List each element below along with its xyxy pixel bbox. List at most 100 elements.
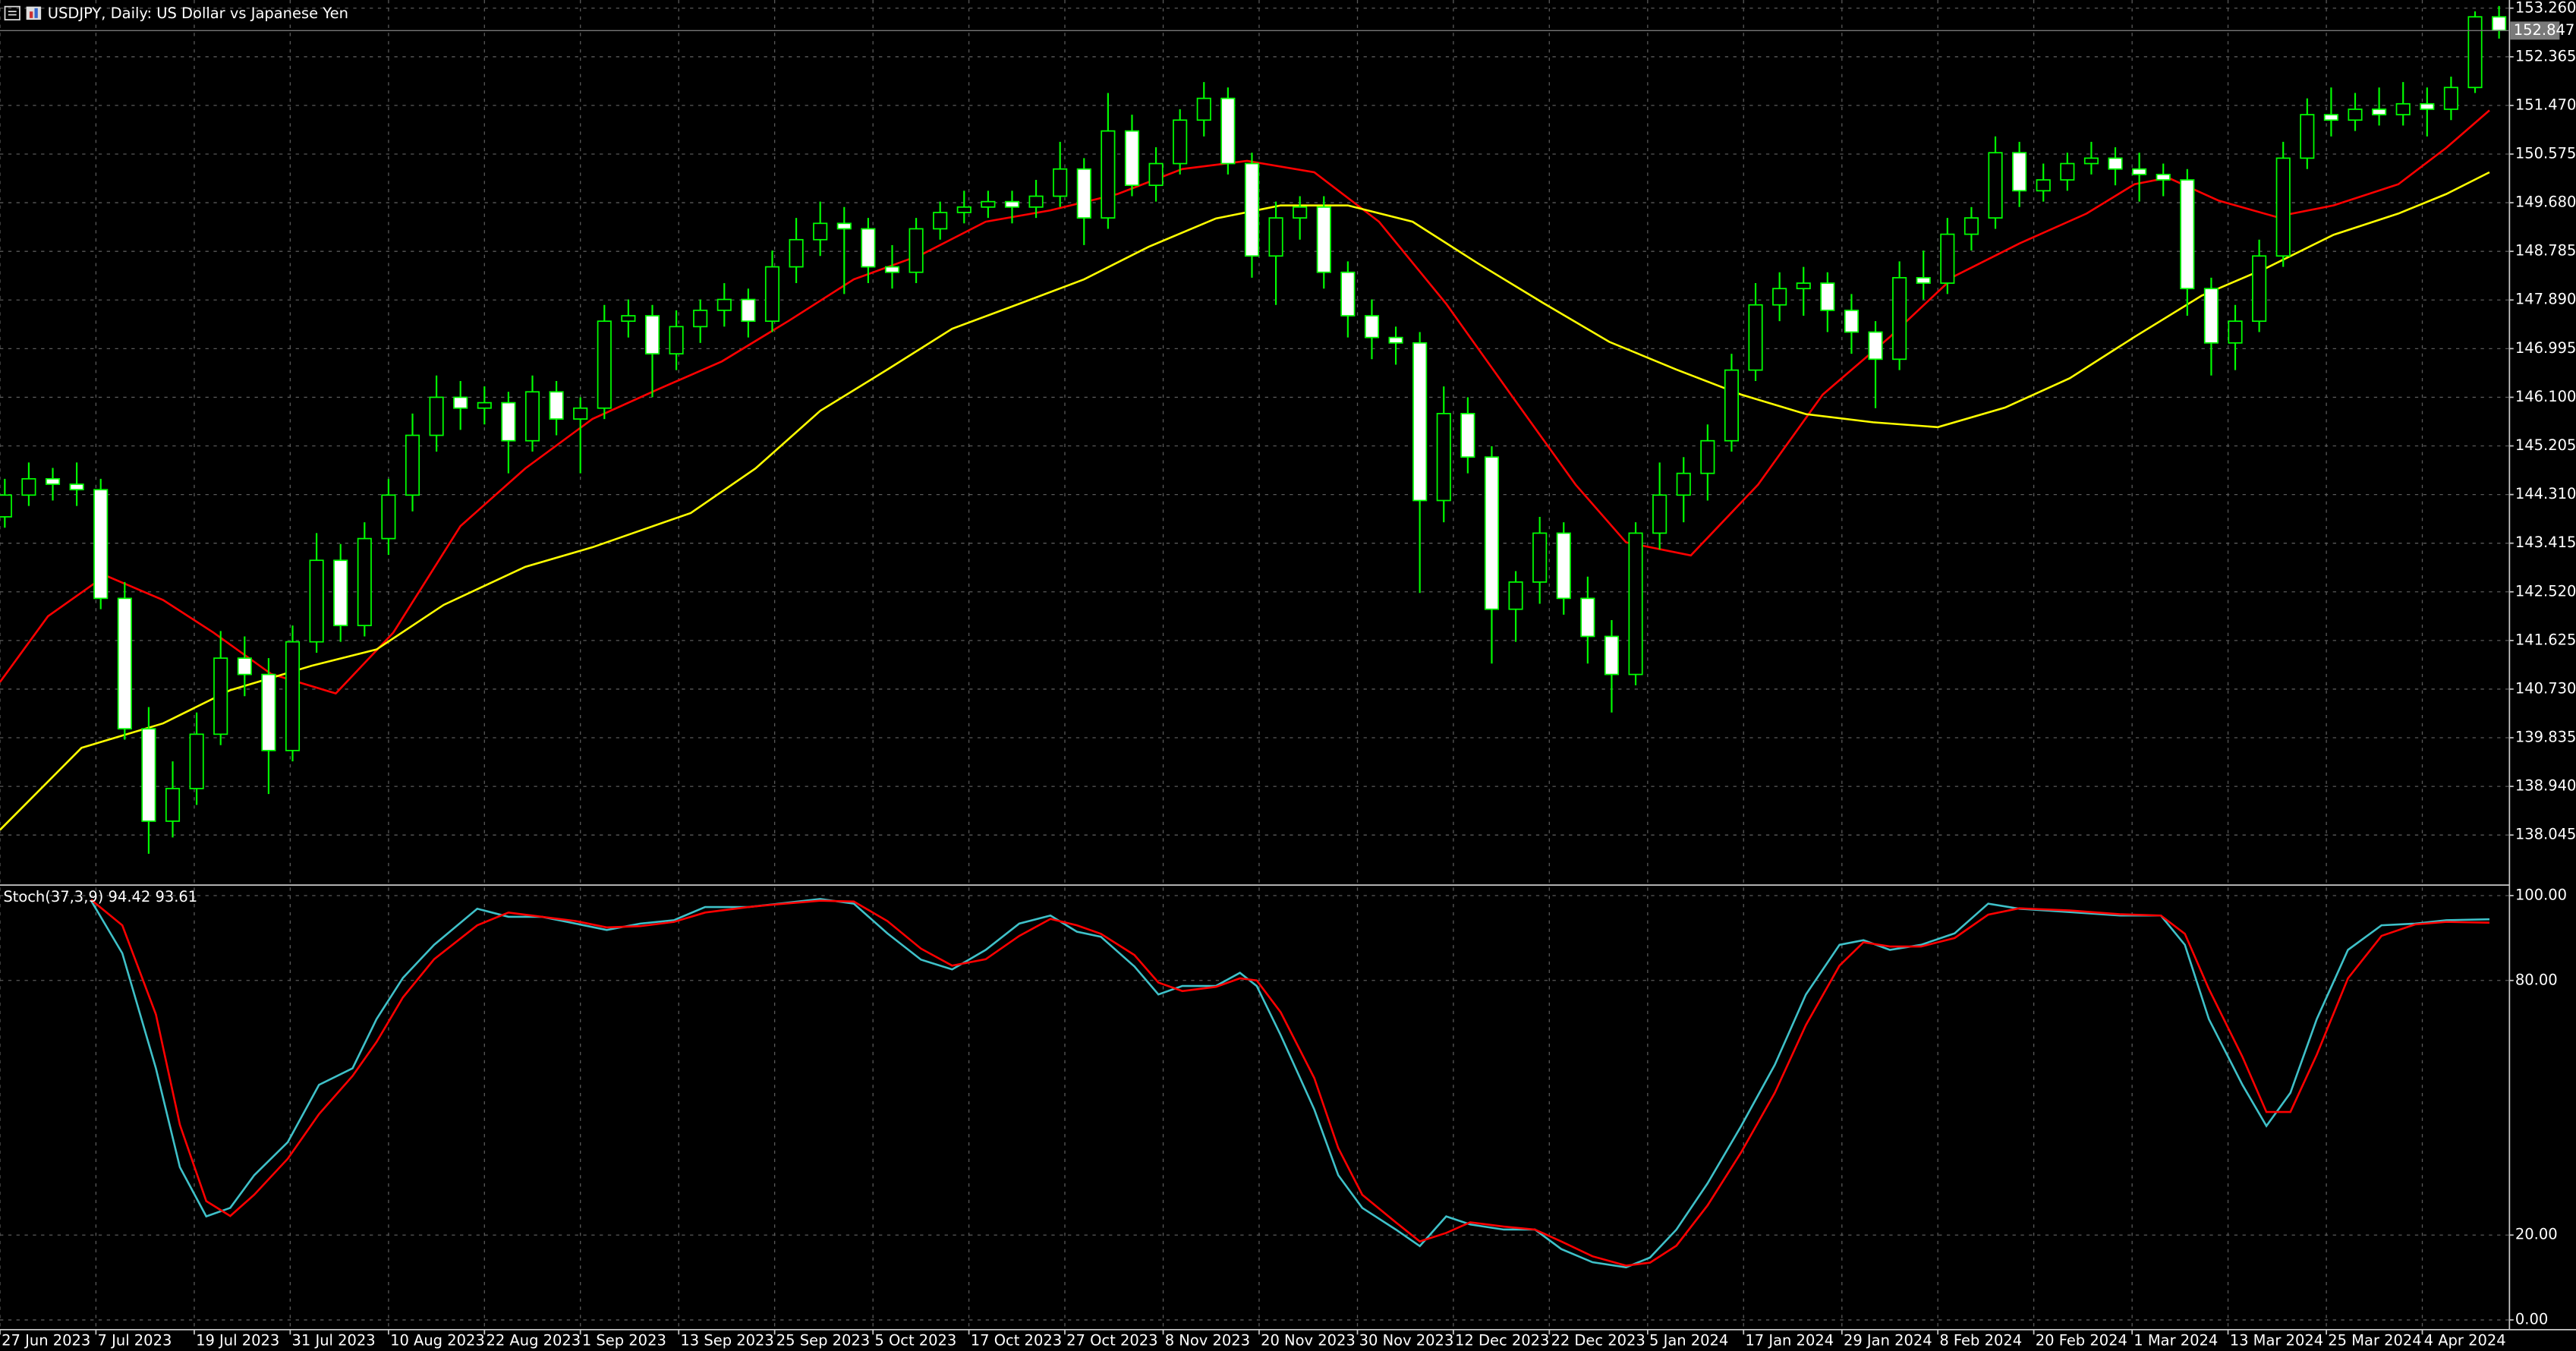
candle-body bbox=[573, 407, 588, 420]
candle-body bbox=[309, 559, 324, 643]
candle-body bbox=[1412, 342, 1428, 502]
candle-body bbox=[1556, 532, 1571, 600]
window-icons bbox=[4, 5, 42, 20]
candle-body bbox=[1868, 331, 1883, 361]
candle-body bbox=[813, 222, 828, 241]
candle-body bbox=[669, 326, 684, 355]
x-tick-label: 12 Dec 2023 bbox=[1455, 1332, 1549, 1349]
chart-title: USDJPY, Daily: US Dollar vs Japanese Yen bbox=[48, 5, 348, 22]
x-tick-label: 13 Sep 2023 bbox=[680, 1332, 773, 1349]
candle-body bbox=[1076, 168, 1091, 219]
candle-body bbox=[909, 228, 924, 273]
x-tick-label: 20 Nov 2023 bbox=[1261, 1332, 1356, 1349]
y-tick-label: 100.00 bbox=[2515, 886, 2567, 903]
moving-average bbox=[0, 171, 2490, 831]
current-price-label: 152.847 bbox=[2514, 21, 2574, 39]
candle-body bbox=[1004, 200, 1020, 208]
candle-body bbox=[2060, 162, 2075, 181]
candle-body bbox=[2228, 320, 2243, 344]
x-tick-label: 17 Oct 2023 bbox=[971, 1332, 1062, 1349]
candle-body bbox=[1508, 581, 1523, 610]
candle-body bbox=[2036, 179, 2051, 192]
candle-body bbox=[789, 238, 804, 268]
candle-body bbox=[21, 477, 36, 496]
candle-body bbox=[884, 266, 900, 273]
candle-body bbox=[117, 597, 132, 730]
candle-body bbox=[836, 222, 852, 230]
x-tick-label: 5 Jan 2024 bbox=[1649, 1332, 1728, 1349]
candle-body bbox=[1340, 271, 1356, 316]
x-tick-label: 1 Mar 2024 bbox=[2134, 1332, 2218, 1349]
candle-body bbox=[1220, 97, 1236, 165]
candle-body bbox=[981, 200, 996, 208]
y-tick-label: 147.890 bbox=[2515, 291, 2576, 308]
y-tick-label: 145.205 bbox=[2515, 436, 2576, 454]
candle-body bbox=[764, 266, 780, 323]
candle-body bbox=[1268, 217, 1283, 257]
icon[interactable] bbox=[26, 6, 42, 20]
candle-body bbox=[381, 494, 396, 540]
x-tick-label: 22 Aug 2023 bbox=[486, 1332, 581, 1349]
x-tick-label: 19 Jul 2023 bbox=[196, 1332, 279, 1349]
candle-body bbox=[1700, 439, 1715, 474]
candle-body bbox=[1124, 130, 1140, 187]
candle-body bbox=[45, 477, 61, 485]
icon[interactable] bbox=[4, 5, 20, 20]
candle-body bbox=[1053, 168, 1068, 197]
candle-body bbox=[261, 673, 276, 751]
y-tick-label: 140.730 bbox=[2515, 679, 2576, 697]
x-tick-label: 1 Sep 2023 bbox=[582, 1332, 666, 1349]
y-tick-label: 139.835 bbox=[2515, 729, 2576, 746]
candle-body bbox=[1484, 456, 1500, 610]
candle-body bbox=[1244, 162, 1260, 257]
y-tick-label: 149.680 bbox=[2515, 194, 2576, 211]
x-tick-label: 25 Sep 2023 bbox=[776, 1332, 870, 1349]
candle-body bbox=[1988, 152, 2003, 219]
candle-body bbox=[956, 206, 972, 213]
current-price-box bbox=[2510, 21, 2560, 40]
candle-body bbox=[189, 733, 204, 789]
y-tick-label: 80.00 bbox=[2515, 971, 2558, 988]
x-tick-label: 22 Dec 2023 bbox=[1551, 1332, 1645, 1349]
candle-body bbox=[1772, 288, 1787, 306]
candle-body bbox=[1388, 336, 1403, 344]
y-tick-label: 153.260 bbox=[2515, 0, 2576, 16]
candle-body bbox=[1316, 206, 1331, 273]
x-tick-label: 27 Oct 2023 bbox=[1066, 1332, 1157, 1349]
x-tick-label: 7 Jul 2023 bbox=[98, 1332, 172, 1349]
marks bbox=[0, 5, 2507, 1269]
candle-body bbox=[1148, 162, 1164, 187]
candle-body bbox=[597, 320, 612, 409]
y-tick-label: 148.785 bbox=[2515, 242, 2576, 260]
x-tick-label: 8 Nov 2023 bbox=[1165, 1332, 1250, 1349]
y-tick-label: 146.100 bbox=[2515, 388, 2576, 405]
candle-body bbox=[453, 396, 468, 409]
x-tick-label: 29 Jan 2024 bbox=[1844, 1332, 1932, 1349]
candle-body bbox=[2467, 16, 2483, 89]
candle-body bbox=[2083, 157, 2099, 165]
candle-body bbox=[357, 537, 372, 627]
candle-body bbox=[477, 402, 492, 409]
y-tick-label: 141.625 bbox=[2515, 631, 2576, 648]
x-tick-label: 10 Aug 2023 bbox=[390, 1332, 485, 1349]
candle-body bbox=[141, 728, 156, 822]
icon-bar bbox=[34, 8, 38, 18]
candle-body bbox=[2275, 157, 2291, 257]
candle-body bbox=[1436, 413, 1451, 502]
candle-body bbox=[2156, 173, 2171, 181]
candle-body bbox=[1604, 635, 1620, 676]
y-tick-label: 151.470 bbox=[2515, 96, 2576, 113]
candle-body bbox=[93, 489, 109, 600]
candle-body bbox=[621, 315, 636, 323]
y-tick-label: 138.940 bbox=[2515, 777, 2576, 795]
x-tick-label: 25 Mar 2024 bbox=[2328, 1332, 2421, 1349]
y-tick-label: 0.00 bbox=[2515, 1311, 2548, 1328]
candle-body bbox=[1364, 315, 1380, 339]
candle-body bbox=[2012, 152, 2027, 192]
candle-body bbox=[2395, 102, 2411, 115]
y-tick-label: 143.415 bbox=[2515, 534, 2576, 551]
x-tick-label: 31 Jul 2023 bbox=[292, 1332, 376, 1349]
y-tick-label: 138.045 bbox=[2515, 826, 2576, 843]
